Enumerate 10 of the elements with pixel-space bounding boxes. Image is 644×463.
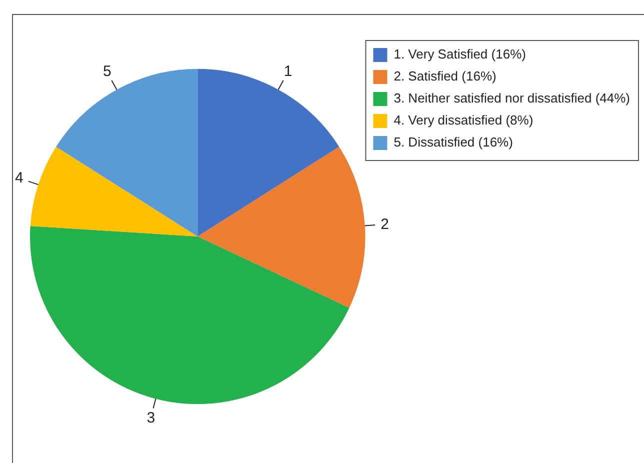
text: 2	[380, 216, 390, 233]
legend-label: 1. Very Satisfied (16%)	[394, 46, 526, 62]
text: 3	[146, 409, 156, 426]
legend-label: 4. Very dissatisfied (8%)	[394, 112, 534, 128]
text: 1	[284, 63, 292, 80]
legend-label: 5. Dissatisfied (16%)	[394, 134, 513, 150]
legend-label: 3. Neither satisfied nor dissatisfied (44%)	[394, 90, 630, 106]
legend-label: 2. Satisfied (16%)	[394, 68, 496, 84]
text: 5	[103, 63, 112, 80]
text: 4	[15, 170, 24, 187]
